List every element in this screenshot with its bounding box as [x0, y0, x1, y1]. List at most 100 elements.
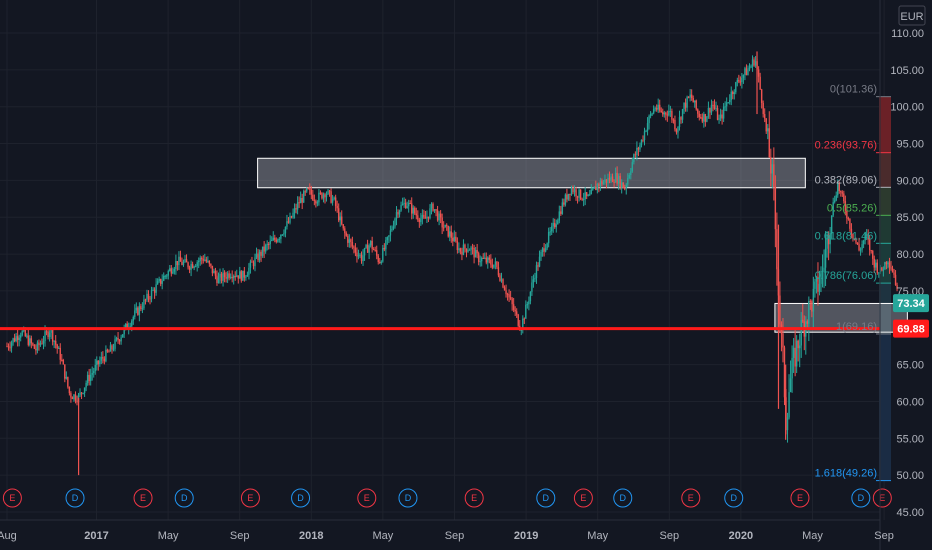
candle-body [461, 251, 463, 255]
candle-body [797, 340, 799, 349]
candle-body [481, 258, 483, 262]
candle-body [33, 344, 36, 349]
candle-body [444, 224, 446, 228]
candle-body [226, 273, 229, 279]
candle-body [555, 224, 557, 228]
candle-body [173, 268, 176, 272]
candle-body [540, 252, 542, 257]
candle-body [722, 106, 725, 119]
candle-body [184, 259, 186, 262]
candle-body [58, 347, 60, 349]
candle-body [631, 162, 634, 172]
candle-body [732, 91, 734, 95]
candle-body [706, 116, 708, 122]
candle-body [56, 344, 58, 349]
candle-body [137, 307, 139, 315]
currency-button[interactable]: EUR [898, 5, 926, 26]
candle-body [360, 254, 363, 262]
candle-body [616, 172, 618, 184]
event-marker-label: D [858, 493, 865, 503]
candle-body [791, 357, 793, 379]
candle-body [362, 255, 364, 262]
candle-body [514, 309, 516, 312]
candle-body [564, 194, 567, 205]
candle-body [354, 247, 357, 253]
price-axis[interactable]: 110.00105.00100.0095.0090.0085.0080.0075… [890, 28, 924, 519]
candle-body [331, 199, 334, 203]
event-marker-label: E [9, 493, 15, 503]
candle-body [659, 104, 661, 111]
candle-body [614, 172, 617, 183]
candle-body [134, 310, 136, 317]
candle-body [581, 198, 583, 200]
candle-body [587, 195, 589, 197]
event-marker-label: E [247, 493, 253, 503]
candle-body [767, 128, 769, 132]
time-axis[interactable]: Aug 2017 May Sep 2018 May Sep 2019 May Sep 2020 May… [0, 530, 894, 542]
candle-body [636, 147, 638, 156]
candle-body [80, 392, 83, 394]
candle-body [430, 203, 433, 209]
candle-body [662, 112, 664, 115]
fib-band [879, 187, 891, 216]
candle-body [267, 243, 270, 245]
event-marker-label: E [580, 493, 586, 503]
candle-body [255, 253, 258, 258]
candle-body [716, 108, 719, 120]
candle-body [452, 237, 454, 242]
candle-body [269, 240, 271, 245]
grid [0, 0, 885, 520]
candle-body [674, 119, 676, 130]
candle-body [210, 263, 212, 266]
candle-body [182, 261, 185, 265]
candle-body [739, 81, 742, 83]
x-tick-label: 2018 [299, 530, 323, 542]
candle-body [163, 276, 165, 281]
candle-body [111, 345, 113, 350]
event-marker-label: E [140, 493, 146, 503]
candle-body [68, 386, 71, 394]
candle-body [576, 196, 579, 198]
candle-body [242, 270, 244, 281]
candle-body [441, 217, 443, 228]
candle-body [9, 347, 11, 349]
candle-body [450, 231, 452, 238]
candle-body [404, 202, 407, 208]
candle-body [19, 335, 22, 338]
candle-body [549, 231, 551, 233]
candle-body [605, 179, 608, 183]
candle-body [893, 272, 895, 275]
candle-body [888, 262, 891, 268]
candle-body [449, 231, 451, 237]
candle-body [258, 251, 261, 261]
candle-body [339, 216, 341, 221]
candle-body [85, 382, 87, 388]
zones[interactable] [257, 157, 908, 333]
price-badge-label: 69.88 [897, 324, 925, 336]
candle-body [762, 102, 764, 115]
candle-body [50, 329, 52, 333]
candle-body [582, 199, 585, 201]
event-marker [357, 488, 377, 508]
candle-body [129, 326, 131, 328]
candle-body [220, 273, 223, 281]
candle-body [590, 189, 592, 195]
candle-body [175, 261, 177, 269]
candle-body [391, 228, 393, 231]
event-marker-label: D [543, 493, 550, 503]
candle-body [372, 248, 375, 250]
candle-body [634, 154, 637, 156]
candle-body [830, 215, 833, 234]
candle-body [855, 239, 857, 243]
candle-body [473, 248, 475, 258]
candle-body [882, 269, 885, 271]
y-tick-label: 45.00 [896, 507, 924, 519]
price-zone[interactable] [257, 157, 806, 189]
candle-body [812, 288, 815, 312]
candle-body [800, 319, 802, 346]
candle-body [764, 114, 766, 119]
candle-body [190, 264, 192, 270]
candle-body [589, 194, 591, 196]
